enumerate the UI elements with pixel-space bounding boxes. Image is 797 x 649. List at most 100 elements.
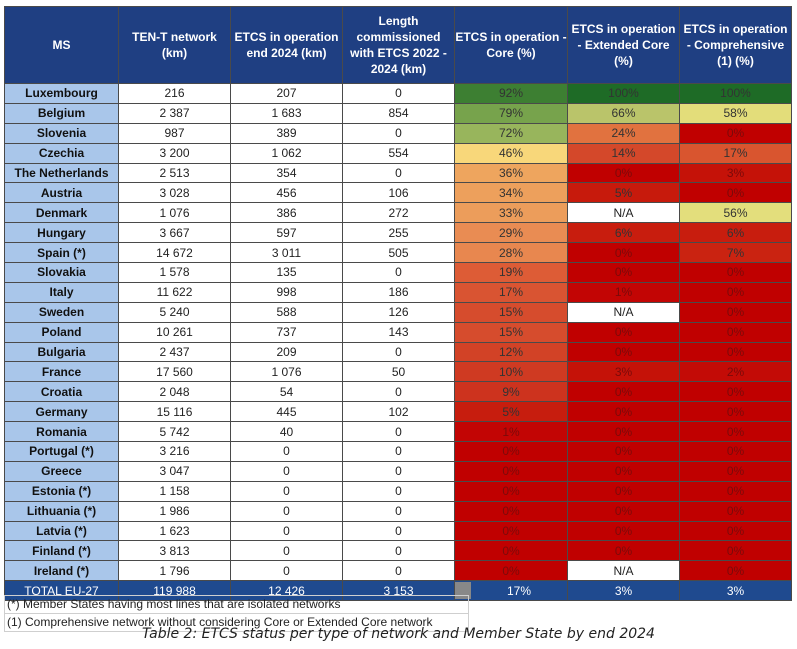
core-percent-cell: 0%	[454, 441, 568, 462]
comprehensive-percent-cell: 0%	[679, 122, 792, 144]
total-core-value: 17%	[506, 583, 532, 598]
comprehensive-percent-cell: 2%	[679, 361, 792, 383]
member-state-cell: Poland	[4, 321, 119, 343]
comprehensive-percent-cell: 17%	[679, 142, 792, 164]
gray-marker	[455, 581, 471, 599]
etcs-operation-cell: 135	[230, 262, 343, 283]
header-comprehensive-percent: ETCS in operation - Comprehensive (1) (%…	[679, 6, 792, 84]
extended-core-percent-cell: N/A	[567, 202, 680, 224]
footnote-comprehensive: (1) Comprehensive network without consid…	[4, 613, 469, 632]
etcs-operation-cell: 54	[230, 381, 343, 403]
tent-network-cell: 216	[118, 83, 231, 104]
member-state-cell: Denmark	[4, 202, 119, 224]
commissioned-cell: 854	[342, 102, 455, 124]
member-state-cell: Slovenia	[4, 122, 119, 144]
extended-core-percent-cell: 0%	[567, 500, 680, 522]
tent-network-cell: 3 028	[118, 182, 231, 204]
etcs-operation-cell: 1 683	[230, 102, 343, 124]
extended-core-percent-cell: 0%	[567, 162, 680, 184]
core-percent-cell: 92%	[454, 83, 568, 104]
etcs-operation-cell: 1 062	[230, 142, 343, 164]
tent-network-cell: 11 622	[118, 281, 231, 303]
core-percent-cell: 15%	[454, 301, 568, 323]
tent-network-cell: 2 513	[118, 162, 231, 184]
tent-network-cell: 1 986	[118, 500, 231, 522]
table-row: Greece 3 047 0 0 0% 0% 0%	[4, 460, 792, 482]
comprehensive-percent-cell: 0%	[679, 480, 792, 502]
comprehensive-percent-cell: 100%	[679, 83, 792, 104]
member-state-cell: Luxembourg	[4, 83, 119, 104]
extended-core-percent-cell: 0%	[567, 480, 680, 502]
commissioned-cell: 0	[342, 262, 455, 283]
core-percent-cell: 0%	[454, 500, 568, 522]
comprehensive-percent-cell: 0%	[679, 500, 792, 522]
commissioned-cell: 272	[342, 202, 455, 224]
table-row: Austria 3 028 456 106 34% 5% 0%	[4, 182, 792, 204]
header-tent-network: TEN-T network (km)	[118, 6, 231, 84]
core-percent-cell: 34%	[454, 182, 568, 204]
core-percent-cell: 29%	[454, 222, 568, 244]
member-state-cell: Croatia	[4, 381, 119, 403]
header-etcs-in-operation: ETCS in operation end 2024 (km)	[230, 6, 343, 84]
comprehensive-percent-cell: 0%	[679, 540, 792, 562]
tent-network-cell: 14 672	[118, 242, 231, 264]
etcs-operation-cell: 3 011	[230, 242, 343, 264]
core-percent-cell: 17%	[454, 281, 568, 303]
etcs-operation-cell: 386	[230, 202, 343, 224]
etcs-operation-cell: 737	[230, 321, 343, 343]
footnote-isolated: (*) Member States having most lines that…	[4, 595, 469, 614]
member-state-cell: Czechia	[4, 142, 119, 164]
header-length-commissioned: Length commissioned with ETCS 2022 - 202…	[342, 6, 455, 84]
core-percent-cell: 0%	[454, 560, 568, 582]
member-state-cell: Ireland (*)	[4, 560, 119, 582]
etcs-operation-cell: 0	[230, 520, 343, 542]
member-state-cell: Spain (*)	[4, 242, 119, 264]
comprehensive-percent-cell: 0%	[679, 262, 792, 283]
core-percent-cell: 19%	[454, 262, 568, 283]
header-ms: MS	[4, 6, 119, 84]
table-row: Croatia 2 048 54 0 9% 0% 0%	[4, 381, 792, 403]
table-row: Slovakia 1 578 135 0 19% 0% 0%	[4, 262, 792, 283]
tent-network-cell: 3 813	[118, 540, 231, 562]
member-state-cell: Greece	[4, 460, 119, 482]
extended-core-percent-cell: 66%	[567, 102, 680, 124]
core-percent-cell: 46%	[454, 142, 568, 164]
etcs-status-table: MS TEN-T network (km) ETCS in operation …	[4, 6, 792, 602]
extended-core-percent-cell: 0%	[567, 381, 680, 403]
table-row: Latvia (*) 1 623 0 0 0% 0% 0%	[4, 520, 792, 542]
tent-network-cell: 2 387	[118, 102, 231, 124]
commissioned-cell: 0	[342, 500, 455, 522]
commissioned-cell: 0	[342, 83, 455, 104]
member-state-cell: Estonia (*)	[4, 480, 119, 502]
comprehensive-percent-cell: 3%	[679, 162, 792, 184]
member-state-cell: Italy	[4, 281, 119, 303]
core-percent-cell: 10%	[454, 361, 568, 383]
etcs-operation-cell: 207	[230, 83, 343, 104]
commissioned-cell: 186	[342, 281, 455, 303]
core-percent-cell: 72%	[454, 122, 568, 144]
extended-core-percent-cell: 0%	[567, 321, 680, 343]
commissioned-cell: 0	[342, 381, 455, 403]
core-percent-cell: 0%	[454, 460, 568, 482]
table-row: Ireland (*) 1 796 0 0 0% N/A 0%	[4, 560, 792, 582]
total-ext: 3%	[567, 580, 680, 602]
tent-network-cell: 17 560	[118, 361, 231, 383]
commissioned-cell: 255	[342, 222, 455, 244]
commissioned-cell: 0	[342, 162, 455, 184]
tent-network-cell: 5 742	[118, 421, 231, 443]
extended-core-percent-cell: 0%	[567, 441, 680, 462]
table-row: Czechia 3 200 1 062 554 46% 14% 17%	[4, 142, 792, 164]
table-row: Estonia (*) 1 158 0 0 0% 0% 0%	[4, 480, 792, 502]
core-percent-cell: 5%	[454, 401, 568, 423]
etcs-operation-cell: 389	[230, 122, 343, 144]
etcs-operation-cell: 40	[230, 421, 343, 443]
extended-core-percent-cell: 0%	[567, 341, 680, 363]
comprehensive-percent-cell: 6%	[679, 222, 792, 244]
tent-network-cell: 10 261	[118, 321, 231, 343]
tent-network-cell: 987	[118, 122, 231, 144]
tent-network-cell: 2 048	[118, 381, 231, 403]
table-row: Bulgaria 2 437 209 0 12% 0% 0%	[4, 341, 792, 363]
commissioned-cell: 0	[342, 480, 455, 502]
member-state-cell: Sweden	[4, 301, 119, 323]
member-state-cell: Germany	[4, 401, 119, 423]
